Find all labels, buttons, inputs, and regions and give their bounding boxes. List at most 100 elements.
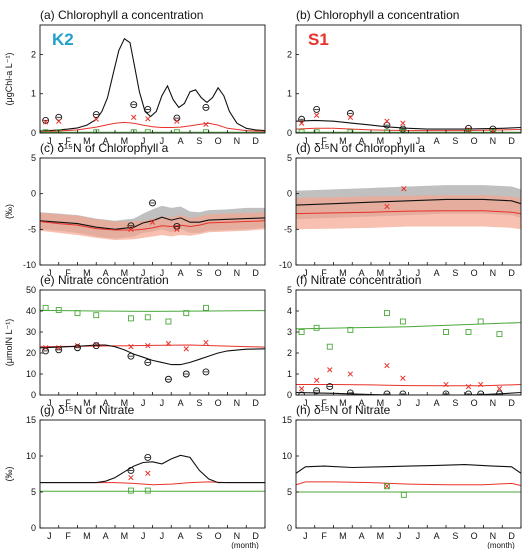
month-label: S	[452, 268, 458, 278]
plot-frame	[295, 289, 522, 396]
red-series-line	[296, 481, 521, 486]
marker-ring	[489, 125, 497, 133]
month-label: S	[196, 136, 202, 146]
square-marker	[42, 304, 49, 311]
square-marker	[144, 314, 151, 321]
month-label: J	[303, 531, 308, 541]
y-tick-label: 2	[287, 49, 292, 59]
black-series-line	[296, 119, 521, 130]
marker-stroke	[298, 386, 305, 392]
x-marker	[145, 342, 151, 349]
month-label: M	[83, 268, 91, 278]
x-marker	[478, 381, 484, 388]
red-series-line	[296, 210, 521, 215]
marker-ring	[55, 113, 63, 121]
month-label: N	[234, 136, 241, 146]
marker-stroke	[183, 346, 189, 352]
marker-stroke	[400, 120, 406, 126]
panel-c: -10 -5 0 5 J F M A M J J A S O N D (c) δ¹⁵N of Chlorophy…	[4, 141, 266, 278]
month-label: J	[141, 268, 146, 278]
x-marker	[74, 342, 81, 349]
marker-ring	[42, 347, 50, 355]
x-marker	[347, 114, 354, 120]
x-marker	[56, 345, 62, 351]
plot-frame	[39, 24, 266, 134]
y-tick-label: 15	[282, 415, 292, 425]
marker-ring	[346, 389, 354, 395]
marker-stroke	[313, 112, 320, 118]
y-tick-label: 5	[287, 487, 292, 497]
month-label: S	[452, 136, 458, 146]
marker-ring	[164, 375, 172, 383]
x-marker	[174, 226, 180, 232]
y-tick-label: 20	[26, 348, 36, 358]
panel-b: 0 1 2 J F M A M J J A S O N D (b) Chlorophyll a concent…	[287, 8, 522, 146]
black-series-line	[296, 464, 521, 474]
circle-marker	[383, 121, 391, 129]
month-label: M	[377, 268, 385, 278]
y-tick-label: 50	[26, 285, 36, 295]
y-tick-label: 10	[26, 451, 36, 461]
x-marker	[327, 367, 333, 373]
month-label: A	[434, 136, 440, 146]
panel-title: (e) Nitrate concentration	[40, 273, 169, 287]
circle-marker	[127, 466, 135, 474]
square-marker	[383, 483, 390, 490]
x-marker	[401, 186, 407, 192]
x-marker	[174, 118, 180, 124]
y-axis-label: (μmolN L⁻¹)	[4, 319, 14, 366]
uncertainty-band	[296, 195, 521, 230]
month-label: S	[196, 531, 202, 541]
x-axis-label: (month)	[231, 541, 259, 549]
marker-stroke	[347, 114, 354, 120]
marker-stroke	[478, 381, 484, 388]
month-label: O	[215, 531, 222, 541]
y-tick-label: 1	[287, 89, 292, 99]
marker-ring	[127, 352, 135, 360]
square-marker	[496, 331, 503, 338]
month-label: M	[377, 398, 385, 408]
y-tick-label: 40	[26, 306, 36, 316]
marker-stroke	[128, 226, 134, 232]
month-label: A	[359, 136, 365, 146]
marker-ring	[326, 383, 334, 391]
panel-e: 0 10 20 30 40 50 J F M A M J J A S O N D (e) Nitrate conce…	[4, 273, 266, 408]
month-label: D	[508, 136, 515, 146]
circle-marker	[144, 453, 152, 461]
month-label: J	[303, 136, 308, 146]
month-label: A	[178, 136, 184, 146]
month-label: D	[252, 268, 259, 278]
month-label: A	[178, 398, 184, 408]
month-label: J	[397, 398, 402, 408]
panel-h: 0 5 10 15 J F M A M J J A S O N D (h) δ¹⁵N of Nitrate (mo…	[282, 403, 522, 549]
x-marker	[400, 120, 406, 126]
square-marker	[465, 329, 472, 335]
circle-marker	[313, 387, 321, 395]
y-tick-label: 1	[287, 369, 292, 379]
month-label: J	[397, 268, 402, 278]
x-marker	[384, 203, 390, 210]
square-marker	[326, 343, 333, 350]
y-tick-label: 0	[31, 128, 36, 138]
month-label: O	[471, 268, 478, 278]
month-label: O	[471, 136, 478, 146]
circle-marker	[202, 368, 210, 376]
panel-data	[296, 185, 521, 230]
month-label: N	[490, 398, 497, 408]
square-marker	[173, 129, 180, 133]
y-tick-label: 0	[287, 128, 292, 138]
y-tick-label: 5	[31, 487, 36, 497]
marker-stroke	[145, 116, 151, 122]
month-label: J	[141, 398, 146, 408]
month-label: F	[321, 398, 327, 408]
marker-stroke	[145, 342, 151, 349]
marker-ring	[298, 391, 306, 395]
month-label: N	[490, 531, 497, 541]
plot-frame	[39, 289, 266, 396]
panel-data	[296, 464, 521, 498]
month-label: J	[160, 136, 165, 146]
x-marker	[56, 118, 62, 124]
y-tick-label: 4	[287, 306, 292, 316]
circle-marker	[92, 342, 100, 350]
